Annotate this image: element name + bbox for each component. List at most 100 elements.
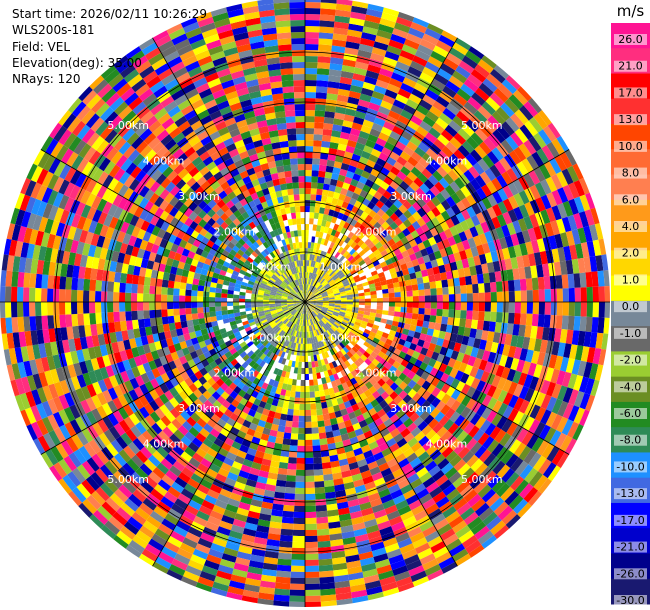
velocity-bin [424, 302, 431, 309]
velocity-bin [316, 414, 324, 422]
velocity-bin [382, 404, 392, 414]
velocity-bin [388, 310, 395, 317]
velocity-bin [364, 518, 378, 528]
velocity-bin [452, 426, 464, 439]
velocity-bin [332, 354, 338, 361]
velocity-bin [450, 350, 460, 361]
velocity-bin [294, 499, 305, 506]
velocity-bin [324, 344, 330, 352]
velocity-bin [292, 342, 297, 349]
velocity-bin [371, 237, 380, 246]
velocity-bin [348, 266, 356, 273]
velocity-bin [435, 213, 446, 224]
velocity-bin [390, 489, 404, 500]
velocity-bin [410, 230, 420, 239]
velocity-bin [295, 487, 305, 494]
velocity-bin [444, 184, 456, 197]
velocity-bin [426, 267, 435, 276]
velocity-bin [295, 343, 299, 350]
velocity-bin [371, 122, 384, 133]
velocity-bin [461, 353, 471, 365]
velocity-bin [382, 288, 389, 294]
velocity-bin [591, 317, 599, 333]
velocity-bin [370, 399, 380, 408]
velocity-bin [351, 595, 369, 604]
velocity-bin [512, 411, 525, 425]
velocity-bin [405, 312, 413, 319]
velocity-bin [497, 389, 508, 403]
velocity-bin [293, 517, 305, 524]
velocity-bin [403, 104, 416, 115]
velocity-bin [41, 288, 48, 302]
velocity-bin [357, 232, 366, 240]
velocity-bin [326, 289, 333, 294]
velocity-bin [337, 143, 347, 152]
velocity-bin [551, 205, 562, 221]
velocity-bin [449, 454, 462, 467]
velocity-bin [470, 413, 482, 426]
velocity-bin [321, 401, 328, 409]
velocity-bin [321, 134, 332, 142]
velocity-bin [325, 233, 331, 241]
velocity-bin [305, 493, 316, 500]
velocity-bin [340, 293, 347, 297]
velocity-bin [439, 479, 453, 492]
velocity-bin [331, 264, 338, 271]
velocity-bin [185, 308, 192, 315]
velocity-bin [330, 282, 337, 287]
velocity-bin [413, 177, 424, 188]
velocity-bin [524, 201, 535, 216]
velocity-bin [388, 39, 404, 50]
velocity-bin [376, 408, 387, 418]
velocity-bin [526, 290, 534, 302]
velocity-bin [313, 128, 324, 135]
velocity-bin [530, 325, 538, 339]
velocity-bin [384, 89, 398, 100]
velocity-bin [330, 326, 337, 332]
velocity-bin [130, 302, 138, 312]
velocity-bin [290, 577, 305, 584]
velocity-bin [551, 248, 560, 263]
velocity-bin [345, 326, 352, 332]
velocity-bin [415, 226, 425, 236]
velocity-bin [453, 360, 462, 371]
velocity-bin [420, 223, 430, 233]
velocity-bin [389, 329, 397, 337]
velocity-bin [314, 261, 318, 268]
velocity-bin [440, 383, 451, 394]
velocity-bin [394, 22, 411, 34]
velocity-bin [352, 307, 359, 311]
velocity-bin [137, 275, 145, 286]
velocity-bin [491, 147, 504, 161]
velocity-bin [371, 547, 387, 557]
velocity-bin [328, 279, 335, 285]
velocity-bin [362, 317, 369, 323]
velocity-bin [481, 350, 491, 362]
velocity-bin [397, 478, 410, 490]
velocity-bin [381, 284, 388, 290]
velocity-bin [343, 374, 350, 383]
velocity-bin [341, 278, 348, 283]
velocity-bin [556, 288, 563, 302]
velocity-bin [417, 313, 425, 321]
velocity-bin [346, 456, 357, 465]
velocity-bin [423, 414, 435, 425]
velocity-bin [438, 556, 455, 570]
velocity-bin [360, 87, 374, 97]
velocity-bin [369, 312, 377, 317]
velocity-bin [482, 320, 490, 332]
velocity-bin [331, 324, 338, 331]
velocity-bin [327, 227, 333, 235]
velocity-bin [337, 364, 344, 372]
velocity-bin [372, 324, 380, 330]
velocity-bin [267, 533, 281, 541]
velocity-bin [502, 185, 514, 199]
velocity-bin [466, 136, 479, 150]
velocity-bin [343, 328, 351, 334]
velocity-bin [258, 592, 275, 601]
velocity-bin [380, 427, 390, 438]
velocity-bin [337, 326, 344, 333]
velocity-bin [434, 73, 449, 86]
velocity-bin [305, 589, 321, 596]
